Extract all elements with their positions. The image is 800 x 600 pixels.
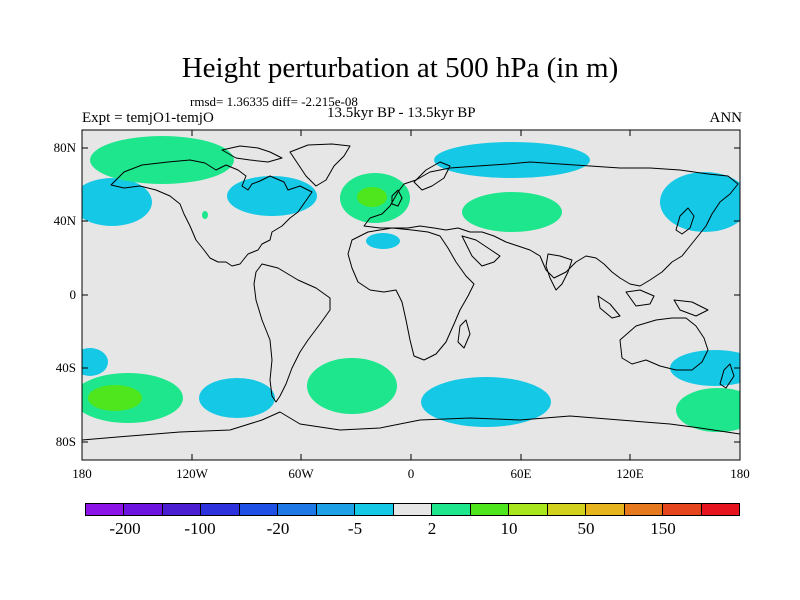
new-zealand-coastline: [719, 363, 735, 389]
colorbar-swatch: [509, 504, 548, 515]
positive-anomaly-region: [90, 136, 234, 184]
colorbar-swatch: [624, 504, 664, 515]
colorbar-label: -100: [184, 519, 216, 538]
colorbar-swatch: [355, 504, 394, 515]
colorbar-swatch: [663, 504, 702, 515]
lon-tick-label: 180: [72, 466, 92, 481]
colorbar-label: -20: [266, 519, 290, 538]
experiment-label: Expt = temjO1-temjO: [82, 110, 214, 126]
positive-anomaly-region: [676, 388, 740, 432]
colorbar-swatch: [278, 504, 317, 515]
colorbar-swatch: [239, 504, 279, 515]
south-america-coastline: [253, 263, 331, 403]
positive-anomaly-region: [202, 211, 208, 219]
colorbar-swatch: [162, 504, 202, 515]
colorbar-swatch: [470, 504, 510, 515]
lon-tick-label: 60W: [288, 466, 314, 481]
australia-coastline: [619, 317, 709, 371]
eurasia-coastline: [363, 161, 739, 287]
map-background: [82, 130, 740, 460]
stats-label: rmsd= 1.36335 diff= -2.215e-08: [190, 94, 358, 109]
colorbar: [85, 503, 740, 516]
lat-tick-label: 40N: [53, 213, 76, 228]
madagascar-coastline: [457, 319, 471, 349]
lon-tick-label: 0: [407, 466, 415, 481]
colorbar-swatch: [316, 504, 356, 515]
anomaly-regions: [82, 136, 740, 432]
colorbar-swatch: [86, 504, 125, 515]
lat-tick-label: 80S: [55, 434, 76, 449]
lon-tick-label: 120E: [616, 466, 644, 481]
india-coastline: [545, 253, 573, 291]
new-guinea-coastline: [673, 299, 709, 317]
strong-positive-anomaly-region: [88, 385, 142, 411]
colorbar-label: 10: [500, 519, 518, 538]
greenland-coastline: [289, 143, 351, 187]
negative-anomaly-region: [421, 377, 551, 427]
scandinavia-coastline: [413, 161, 451, 191]
colorbar-swatch: [393, 504, 433, 515]
positive-anomaly-region: [307, 358, 397, 414]
negative-anomaly-region: [82, 178, 152, 226]
strong-positive-anomaly-region: [357, 187, 387, 207]
lon-tick-label: 180: [730, 466, 750, 481]
colorbar-swatch: [586, 504, 625, 515]
colorbar-label: 2: [427, 519, 437, 538]
colorbar-label: -5: [347, 519, 363, 538]
colorbar-swatch: [701, 504, 739, 515]
season-label: ANN: [709, 110, 743, 126]
negative-anomaly-region: [366, 233, 400, 249]
colorbar-label: 50: [577, 519, 595, 538]
period-label: 13.5kyr BP - 13.5kyr BP: [327, 105, 476, 121]
colorbar-swatch: [547, 504, 587, 515]
colorbar-swatch: [201, 504, 240, 515]
borneo-coastline: [625, 289, 655, 307]
colorbar-label: 150: [650, 519, 676, 538]
colorbar-swatch: [124, 504, 163, 515]
arctic-islands-coastline: [221, 145, 283, 163]
negative-anomaly-region: [82, 348, 108, 376]
sumatra-coastline: [597, 295, 621, 319]
japan-coastline: [675, 207, 695, 235]
colorbar-swatch: [432, 504, 471, 515]
axis-ticks: [81, 130, 741, 460]
antarctica-coastline: [82, 411, 740, 441]
colorbar-label: -200: [109, 519, 141, 538]
positive-anomaly-region: [462, 192, 562, 232]
lat-tick-label: 0: [69, 287, 77, 302]
plot-title: Height perturbation at 500 hPa (in m): [181, 52, 619, 84]
negative-anomaly-region: [199, 378, 275, 418]
lat-tick-label: 40S: [55, 360, 76, 375]
lon-tick-label: 60E: [510, 466, 532, 481]
negative-anomaly-region: [434, 142, 590, 178]
lat-tick-label: 80N: [53, 140, 76, 155]
arabia-coastline: [461, 235, 501, 267]
coastlines: [82, 143, 740, 441]
africa-coastline: [347, 227, 475, 361]
lon-tick-label: 120W: [176, 466, 208, 481]
negative-anomaly-region: [670, 350, 740, 386]
uk-coastline: [391, 189, 403, 207]
negative-anomaly-region: [660, 172, 740, 232]
negative-anomaly-region: [227, 176, 317, 216]
north-america-coastline: [110, 159, 313, 267]
